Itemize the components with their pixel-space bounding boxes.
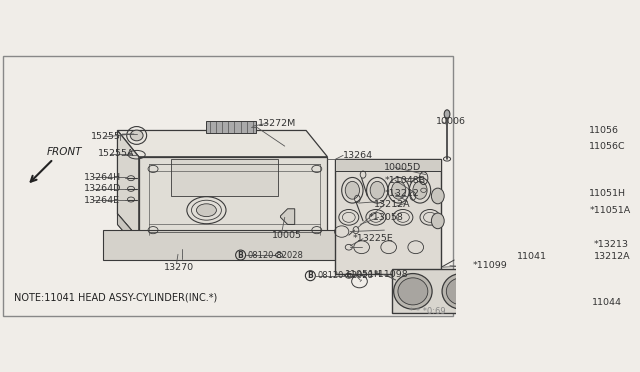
Polygon shape	[118, 131, 328, 157]
Ellipse shape	[573, 195, 594, 211]
Text: 15255: 15255	[91, 132, 121, 141]
Ellipse shape	[446, 278, 476, 305]
Ellipse shape	[543, 278, 573, 305]
Ellipse shape	[539, 273, 577, 309]
Ellipse shape	[431, 188, 444, 204]
Polygon shape	[139, 157, 328, 239]
Ellipse shape	[577, 216, 593, 230]
Polygon shape	[118, 214, 328, 249]
Text: 15255A: 15255A	[98, 150, 135, 158]
Text: NOTE:11041 HEAD ASSY-CYLINDER(INC.*): NOTE:11041 HEAD ASSY-CYLINDER(INC.*)	[14, 292, 218, 302]
Text: 13212A: 13212A	[374, 200, 410, 209]
Text: 11051H: 11051H	[344, 270, 381, 279]
Text: 11041: 11041	[517, 252, 547, 261]
Text: 11056C: 11056C	[589, 142, 626, 151]
Text: 13272M: 13272M	[258, 119, 296, 128]
Ellipse shape	[431, 213, 444, 229]
Text: *13058: *13058	[369, 213, 404, 222]
Polygon shape	[280, 209, 294, 224]
Text: 10005D: 10005D	[385, 163, 422, 172]
Text: *11051A: *11051A	[589, 206, 630, 215]
Polygon shape	[207, 121, 256, 133]
Polygon shape	[103, 230, 349, 260]
Ellipse shape	[392, 182, 406, 199]
Text: *11099: *11099	[473, 261, 508, 270]
Text: *13212: *13212	[385, 189, 419, 198]
Text: 13264D: 13264D	[84, 185, 122, 193]
Text: 13264E: 13264E	[84, 196, 120, 205]
Ellipse shape	[444, 110, 450, 118]
Ellipse shape	[581, 125, 587, 132]
Text: 11051H: 11051H	[589, 189, 627, 198]
Ellipse shape	[398, 278, 428, 305]
Text: *13225E: *13225E	[353, 234, 394, 243]
Ellipse shape	[345, 182, 360, 199]
Ellipse shape	[413, 182, 427, 199]
Polygon shape	[118, 131, 139, 239]
Text: 13270: 13270	[164, 263, 194, 272]
Text: 11056: 11056	[589, 126, 620, 135]
Polygon shape	[118, 214, 139, 249]
Ellipse shape	[370, 182, 385, 199]
Polygon shape	[171, 159, 278, 196]
Text: 13264H: 13264H	[84, 173, 121, 182]
Polygon shape	[335, 159, 442, 274]
Polygon shape	[335, 159, 442, 171]
Ellipse shape	[490, 273, 529, 309]
Text: 10006: 10006	[436, 118, 466, 126]
Text: B: B	[237, 251, 243, 260]
Ellipse shape	[495, 278, 525, 305]
Ellipse shape	[578, 173, 589, 180]
Ellipse shape	[131, 130, 143, 141]
Text: B: B	[307, 271, 313, 280]
Text: 13212A: 13212A	[594, 252, 630, 261]
Text: 13264: 13264	[343, 151, 373, 160]
Text: 11044: 11044	[592, 298, 622, 307]
Ellipse shape	[442, 273, 481, 309]
Text: FRONT: FRONT	[46, 147, 82, 157]
Text: * * *0:69: * * *0:69	[410, 307, 446, 316]
Text: 08120-82028: 08120-82028	[248, 251, 303, 260]
Ellipse shape	[196, 204, 216, 217]
Text: 08120-62028: 08120-62028	[317, 271, 373, 280]
Text: 10005: 10005	[272, 231, 302, 240]
Ellipse shape	[394, 273, 432, 309]
Text: *13213: *13213	[594, 240, 628, 249]
Text: *11048B: *11048B	[385, 176, 426, 185]
Polygon shape	[392, 269, 598, 314]
Text: *11098: *11098	[374, 270, 408, 279]
